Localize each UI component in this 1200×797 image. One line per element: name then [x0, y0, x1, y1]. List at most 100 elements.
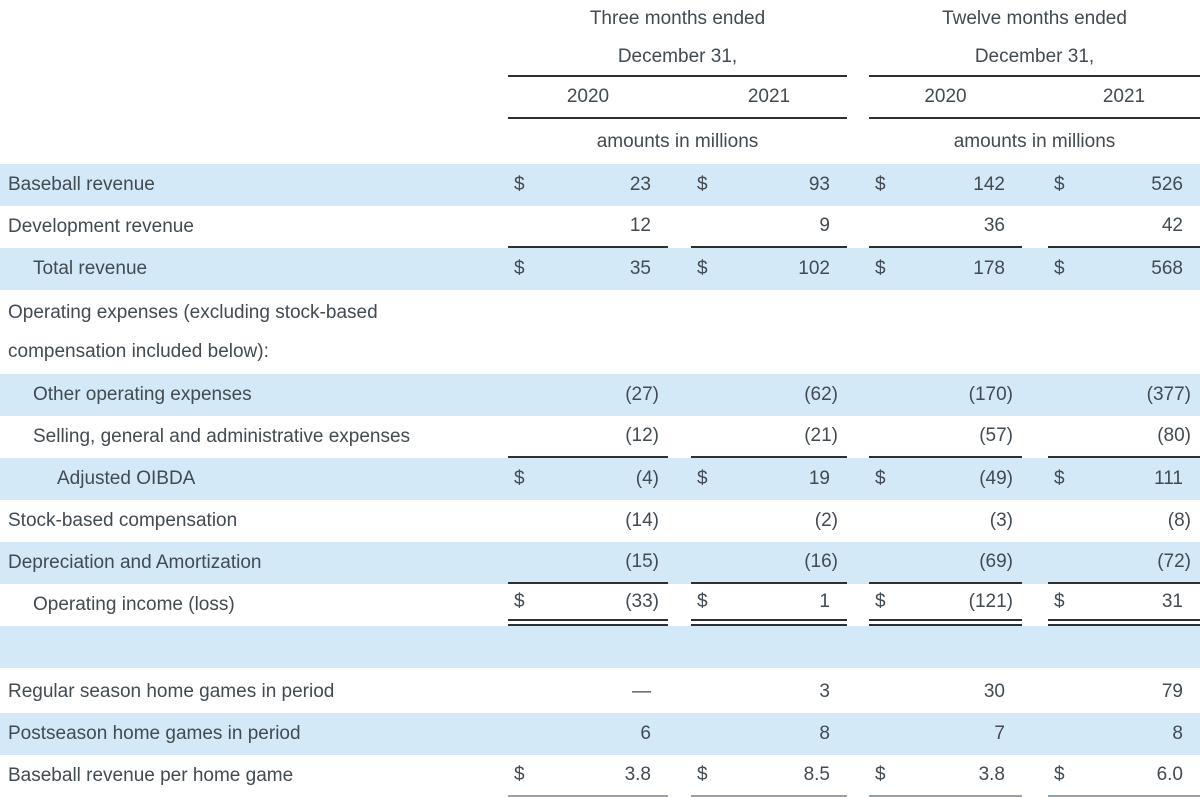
value-cell: (72) [1048, 542, 1200, 584]
value-cell: (8) [1048, 500, 1200, 542]
dollar-sign: $ [514, 174, 525, 195]
cell-value: 142 [973, 174, 1005, 195]
row-label: Regular season home games in period [8, 681, 335, 702]
row-label: Stock-based compensation [8, 510, 238, 531]
row-label: Operating expenses (excluding stock-base… [8, 302, 378, 362]
table-row: Depreciation and Amortization (15) (16) (69… [0, 542, 1200, 584]
cell-value: — [632, 681, 651, 702]
table-row: Postseason home games in period 6 8 7 8 [0, 713, 1200, 755]
value-cell: $ (121) [869, 584, 1022, 626]
cell-value: 568 [1151, 258, 1183, 279]
dollar-sign: $ [1054, 590, 1065, 612]
year-header-2021: 2021 [747, 86, 791, 107]
value-cell: $31 [1048, 584, 1200, 626]
cell-value: 19 [808, 468, 830, 489]
value-cell: $ (33) [508, 584, 668, 626]
date-header-row: December 31, December 31, [0, 38, 1200, 77]
table-body: Baseball revenue $23 $93 $142 $526 Developmen… [0, 164, 1200, 797]
dollar-sign: $ [1054, 468, 1065, 489]
dollar-sign: $ [514, 258, 525, 279]
value-cell: 79 [1048, 671, 1200, 713]
units-label: amounts in millions [596, 130, 759, 152]
value-cell: $23 [508, 164, 668, 206]
cell-value: (16) [804, 551, 838, 572]
value-cell: — [508, 671, 668, 713]
value-cell: 9 [691, 206, 847, 248]
cell-value: (8) [1167, 510, 1191, 531]
table-row: Regular season home games in period — 3 30 7… [0, 671, 1200, 713]
cell-value: 35 [629, 258, 651, 279]
table-header: Three months ended Twelve months ended D… [0, 0, 1200, 164]
value-cell [1048, 626, 1200, 668]
cell-value: 526 [1151, 174, 1183, 195]
row-label: Selling, general and administrative expe… [33, 426, 411, 447]
dollar-sign: $ [1054, 258, 1065, 279]
value-cell: 3 [691, 671, 847, 713]
cell-value: 9 [819, 215, 830, 236]
cell-value: 79 [1161, 681, 1183, 702]
cell-value: 102 [798, 258, 830, 279]
value-cell: 30 [869, 671, 1022, 713]
units-header-row: amounts in millions amounts in millions [0, 119, 1200, 164]
cell-value: 178 [973, 258, 1005, 279]
value-cell: (2) [691, 500, 847, 542]
table-row: Operating expenses (excluding stock-base… [0, 290, 1200, 374]
dollar-sign: $ [697, 468, 708, 489]
dollar-sign: $ [697, 590, 708, 612]
period-header-three-months: Three months ended [589, 8, 766, 29]
cell-value: (14) [625, 510, 659, 531]
value-cell: (80) [1048, 416, 1200, 458]
value-cell: (62) [691, 374, 847, 416]
value-cell: $526 [1048, 164, 1200, 206]
row-label: Other operating expenses [33, 384, 252, 405]
dollar-sign: $ [514, 590, 525, 612]
value-cell: 12 [508, 206, 668, 248]
value-cell [1048, 290, 1200, 374]
value-cell [869, 290, 1022, 374]
value-cell: (69) [869, 542, 1022, 584]
dollar-sign: $ [697, 258, 708, 279]
table-row: Adjusted OIBDA $ (4) $19 $ (49) $111 [0, 458, 1200, 500]
cell-value: 23 [629, 174, 651, 195]
dollar-sign: $ [1054, 174, 1065, 195]
date-header-twelve-months: December 31, [869, 38, 1200, 77]
value-cell: $ (49) [869, 458, 1022, 500]
value-cell: (14) [508, 500, 668, 542]
year-header-group-three-months: 2020 2021 [508, 77, 847, 119]
row-label: Operating income (loss) [33, 594, 235, 615]
value-cell: 8 [691, 713, 847, 755]
value-cell: $142 [869, 164, 1022, 206]
cell-value: (72) [1157, 551, 1191, 572]
value-cell [508, 626, 668, 668]
cell-value: 3.8 [978, 764, 1005, 785]
date-header-three-months: December 31, [508, 38, 847, 77]
value-cell [508, 290, 668, 374]
row-label: Development revenue [8, 216, 194, 237]
dollar-sign: $ [1054, 764, 1065, 785]
cell-value: (69) [979, 551, 1013, 572]
period-header-twelve-months: Twelve months ended [942, 8, 1127, 29]
table-row: Operating income (loss) $ (33) $1 $ (121) $31 [0, 584, 1200, 626]
value-cell: $178 [869, 248, 1022, 290]
period-header-row: Three months ended Twelve months ended [0, 0, 1200, 38]
value-cell: (170) [869, 374, 1022, 416]
value-cell: $ (4) [508, 458, 668, 500]
cell-value: 111 [1154, 468, 1183, 489]
cell-value: 36 [983, 215, 1005, 236]
table-row [0, 626, 1200, 668]
cell-value: 1 [819, 590, 830, 612]
cell-value: (80) [1157, 425, 1191, 446]
cell-value: (12) [625, 425, 659, 446]
cell-value: 93 [808, 174, 830, 195]
cell-value: (170) [968, 384, 1013, 405]
cell-value: (49) [979, 468, 1013, 489]
table-row: Development revenue 12 9 36 42 [0, 206, 1200, 248]
value-cell: $111 [1048, 458, 1200, 500]
cell-value: 8.5 [803, 764, 830, 785]
cell-value: (21) [804, 425, 838, 446]
value-cell: $102 [691, 248, 847, 290]
dollar-sign: $ [875, 468, 886, 489]
value-cell: (15) [508, 542, 668, 584]
table-row: Selling, general and administrative expe… [0, 416, 1200, 458]
